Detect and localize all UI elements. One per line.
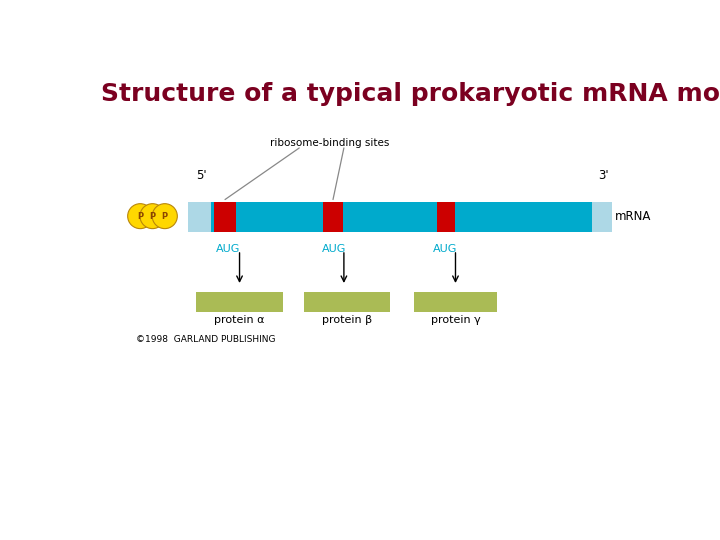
Text: P: P	[137, 212, 143, 221]
Text: AUG: AUG	[322, 244, 346, 254]
Text: protein α: protein α	[214, 315, 264, 325]
Text: protein γ: protein γ	[431, 315, 480, 325]
Text: mRNA: mRNA	[615, 210, 651, 222]
Ellipse shape	[140, 204, 165, 228]
Bar	[188, 201, 211, 232]
Text: AUG: AUG	[216, 244, 240, 254]
Text: P: P	[150, 212, 156, 221]
Bar	[323, 201, 343, 232]
Text: 3': 3'	[598, 169, 608, 182]
Bar	[413, 292, 498, 312]
Bar	[304, 292, 390, 312]
Text: P: P	[162, 212, 168, 221]
Text: ribosome-binding sites: ribosome-binding sites	[270, 138, 390, 148]
Ellipse shape	[127, 204, 153, 228]
Text: protein β: protein β	[322, 315, 372, 325]
Bar	[188, 201, 612, 232]
Text: Structure of a typical prokaryotic mRNA molecule: Structure of a typical prokaryotic mRNA …	[101, 82, 720, 106]
Text: AUG: AUG	[433, 244, 458, 254]
Text: ©1998  GARLAND PUBLISHING: ©1998 GARLAND PUBLISHING	[136, 335, 275, 344]
Bar	[593, 201, 612, 232]
Bar	[214, 201, 236, 232]
Bar	[196, 292, 282, 312]
Text: 5': 5'	[197, 169, 207, 182]
Ellipse shape	[152, 204, 177, 228]
Bar	[437, 201, 455, 232]
